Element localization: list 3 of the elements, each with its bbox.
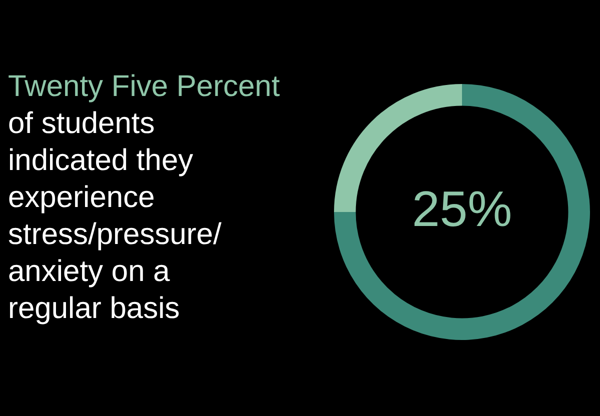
text: of students indicated they experience stress/pressure/ anxiety on a regular basis <box>8 106 222 327</box>
chart-title: Twenty Five Percent <box>8 69 280 105</box>
text: 25% <box>412 180 512 237</box>
